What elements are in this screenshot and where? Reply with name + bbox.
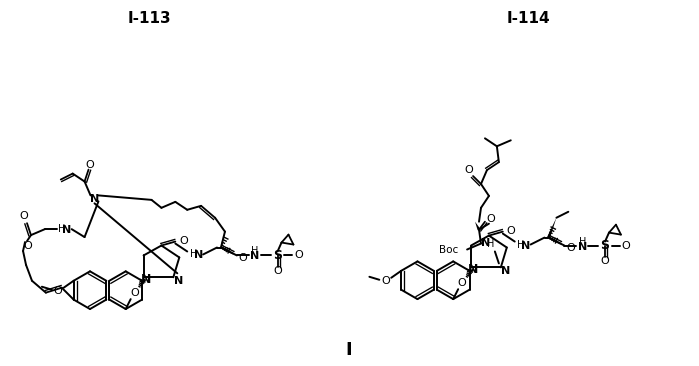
Text: O: O — [273, 266, 282, 276]
Text: I-114: I-114 — [507, 11, 550, 26]
Text: N: N — [62, 225, 71, 235]
Text: O: O — [506, 225, 515, 236]
Text: O: O — [85, 160, 94, 169]
Text: O: O — [53, 286, 62, 296]
Text: O: O — [20, 211, 29, 221]
Polygon shape — [140, 279, 147, 286]
Text: N: N — [173, 276, 183, 286]
Text: Boc: Boc — [439, 246, 458, 255]
Text: O: O — [487, 214, 496, 224]
Polygon shape — [467, 269, 474, 276]
Text: O: O — [465, 165, 473, 175]
Text: N: N — [482, 238, 491, 247]
Text: H: H — [189, 250, 197, 259]
Text: N: N — [577, 242, 587, 251]
Text: N: N — [194, 250, 203, 261]
Text: O: O — [24, 241, 32, 251]
Text: N: N — [140, 273, 151, 286]
Text: H: H — [487, 239, 495, 249]
Text: N: N — [501, 266, 510, 276]
Polygon shape — [475, 222, 480, 230]
Text: O: O — [621, 240, 630, 250]
Text: H: H — [579, 236, 586, 247]
Text: N: N — [468, 263, 479, 276]
Text: O: O — [294, 250, 303, 261]
Text: I-113: I-113 — [128, 11, 171, 26]
Text: N: N — [521, 240, 531, 250]
Text: N: N — [90, 194, 99, 204]
Text: O: O — [381, 276, 389, 286]
Text: H: H — [58, 224, 66, 234]
Text: S: S — [273, 249, 282, 262]
Text: H: H — [251, 246, 259, 257]
Text: H: H — [517, 239, 524, 250]
Text: O: O — [130, 288, 139, 298]
Text: N: N — [250, 251, 259, 261]
Text: O: O — [238, 253, 247, 264]
Text: O: O — [458, 278, 466, 288]
Text: S: S — [600, 239, 610, 252]
Text: I: I — [346, 341, 352, 359]
Text: O: O — [566, 243, 575, 254]
Text: O: O — [600, 257, 610, 266]
Text: O: O — [179, 236, 187, 246]
Polygon shape — [547, 218, 556, 238]
